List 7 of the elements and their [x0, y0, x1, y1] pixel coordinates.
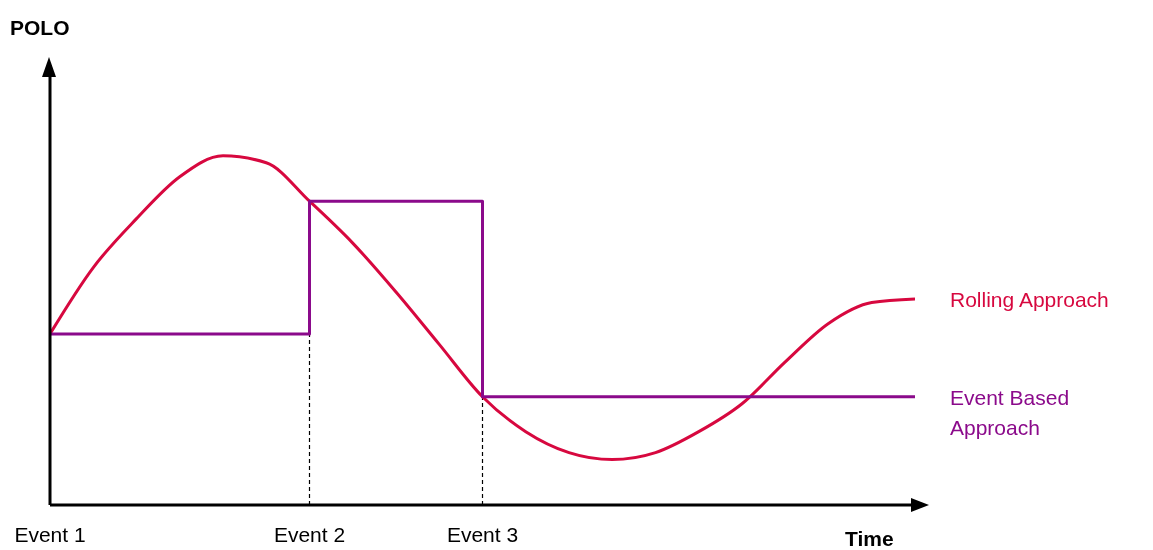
x-axis-title: Time [845, 527, 894, 550]
series-label: Event Based Approach [950, 385, 1070, 439]
series-label: Rolling Approach [950, 287, 1109, 311]
text: POLO [10, 16, 70, 40]
x-tick-label: Event 3 [446, 522, 519, 546]
x-tick-label: Event 2 [273, 522, 346, 546]
x-tick-label: Event 1 [14, 522, 86, 546]
